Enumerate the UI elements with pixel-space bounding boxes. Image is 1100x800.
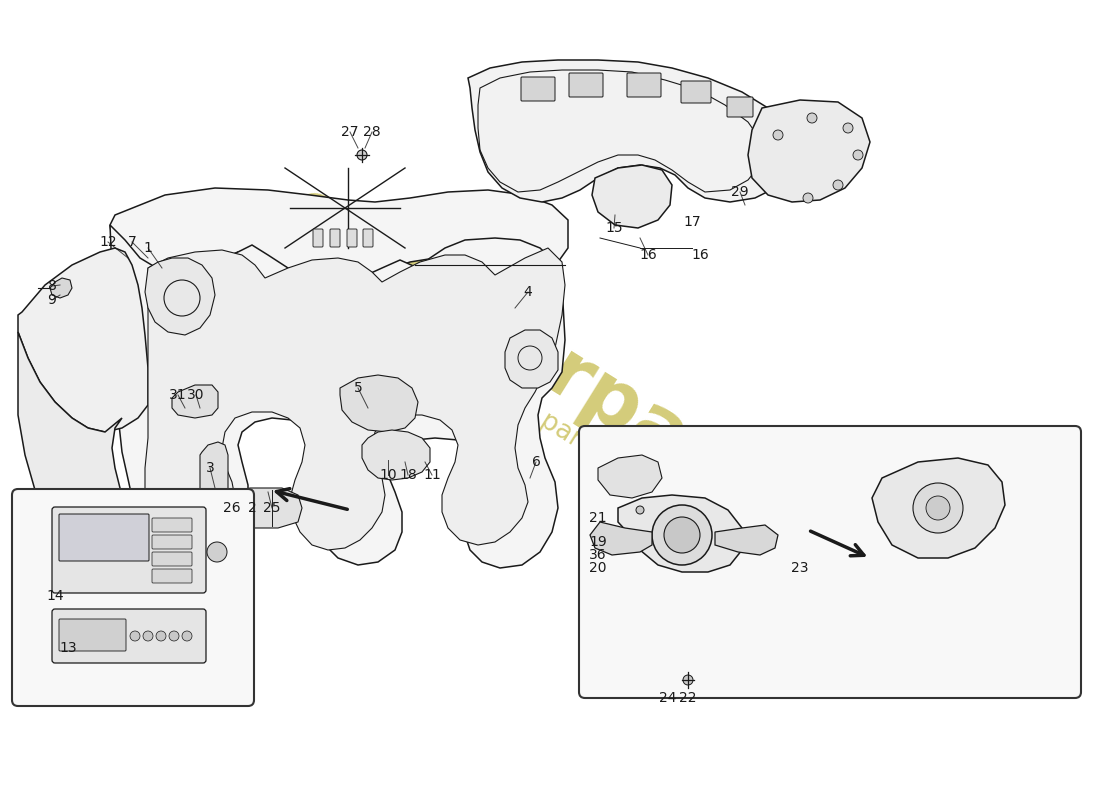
Text: 19: 19 <box>590 535 607 549</box>
Text: 36: 36 <box>590 548 607 562</box>
Text: 20: 20 <box>590 561 607 575</box>
Polygon shape <box>50 278 72 298</box>
FancyBboxPatch shape <box>346 229 358 247</box>
Text: 21: 21 <box>590 511 607 525</box>
Text: 26: 26 <box>223 501 241 515</box>
FancyBboxPatch shape <box>12 489 254 706</box>
Circle shape <box>843 123 852 133</box>
Circle shape <box>636 506 644 514</box>
FancyBboxPatch shape <box>627 73 661 97</box>
Text: 31: 31 <box>169 388 187 402</box>
Polygon shape <box>505 330 558 388</box>
FancyBboxPatch shape <box>330 229 340 247</box>
Polygon shape <box>18 248 148 432</box>
Text: 12: 12 <box>99 235 117 249</box>
Polygon shape <box>715 525 778 555</box>
Text: 1: 1 <box>144 241 153 255</box>
Circle shape <box>207 542 227 562</box>
Text: 4: 4 <box>524 285 532 299</box>
FancyBboxPatch shape <box>569 73 603 97</box>
FancyBboxPatch shape <box>52 507 206 593</box>
Text: 17: 17 <box>683 215 701 229</box>
Text: a passion for parts since 1985: a passion for parts since 1985 <box>384 314 736 546</box>
Text: 24: 24 <box>659 691 676 705</box>
Polygon shape <box>18 332 122 548</box>
Circle shape <box>926 496 950 520</box>
Polygon shape <box>872 458 1005 558</box>
FancyBboxPatch shape <box>59 619 126 651</box>
Circle shape <box>683 675 693 685</box>
Text: 15: 15 <box>605 221 623 235</box>
Text: 7: 7 <box>128 235 136 249</box>
FancyBboxPatch shape <box>579 426 1081 698</box>
Text: 16: 16 <box>691 248 708 262</box>
FancyBboxPatch shape <box>727 97 754 117</box>
FancyBboxPatch shape <box>152 569 192 583</box>
Circle shape <box>664 517 700 553</box>
Polygon shape <box>200 442 228 502</box>
Polygon shape <box>145 248 565 562</box>
Circle shape <box>143 631 153 641</box>
FancyBboxPatch shape <box>314 229 323 247</box>
Text: 28: 28 <box>363 125 381 139</box>
Polygon shape <box>590 522 652 555</box>
FancyBboxPatch shape <box>681 81 711 103</box>
Polygon shape <box>598 455 662 498</box>
FancyBboxPatch shape <box>152 518 192 532</box>
Text: 30: 30 <box>187 388 205 402</box>
FancyBboxPatch shape <box>59 514 149 561</box>
Text: 14: 14 <box>46 589 64 603</box>
Text: 27: 27 <box>341 125 359 139</box>
FancyBboxPatch shape <box>152 535 192 549</box>
Circle shape <box>130 631 140 641</box>
Polygon shape <box>618 495 742 572</box>
Circle shape <box>807 113 817 123</box>
Text: 2: 2 <box>248 501 256 515</box>
Circle shape <box>169 631 179 641</box>
Text: 6: 6 <box>531 455 540 469</box>
FancyBboxPatch shape <box>52 609 206 663</box>
Polygon shape <box>110 225 565 572</box>
Circle shape <box>156 631 166 641</box>
Polygon shape <box>748 100 870 202</box>
Text: 13: 13 <box>59 641 77 655</box>
Text: 8: 8 <box>47 279 56 293</box>
Text: eurocarparts: eurocarparts <box>271 171 810 549</box>
Polygon shape <box>468 60 792 202</box>
Text: 25: 25 <box>263 501 280 515</box>
Circle shape <box>182 631 192 641</box>
Circle shape <box>358 150 367 160</box>
Text: 22: 22 <box>680 691 696 705</box>
Polygon shape <box>218 488 302 528</box>
Polygon shape <box>172 385 218 418</box>
Circle shape <box>773 130 783 140</box>
Text: 9: 9 <box>47 293 56 307</box>
Circle shape <box>913 483 962 533</box>
Polygon shape <box>145 258 214 335</box>
FancyBboxPatch shape <box>521 77 556 101</box>
Text: 3: 3 <box>206 461 214 475</box>
Text: 10: 10 <box>379 468 397 482</box>
Circle shape <box>803 193 813 203</box>
Text: 18: 18 <box>399 468 417 482</box>
FancyBboxPatch shape <box>363 229 373 247</box>
FancyBboxPatch shape <box>152 552 192 566</box>
Text: 23: 23 <box>791 561 808 575</box>
Text: 16: 16 <box>639 248 657 262</box>
Circle shape <box>852 150 864 160</box>
Text: 29: 29 <box>732 185 749 199</box>
Polygon shape <box>362 430 430 480</box>
Circle shape <box>833 180 843 190</box>
Polygon shape <box>110 188 568 282</box>
Polygon shape <box>592 165 672 228</box>
Circle shape <box>652 505 712 565</box>
Polygon shape <box>340 375 418 432</box>
Text: 5: 5 <box>353 381 362 395</box>
Text: 11: 11 <box>424 468 441 482</box>
